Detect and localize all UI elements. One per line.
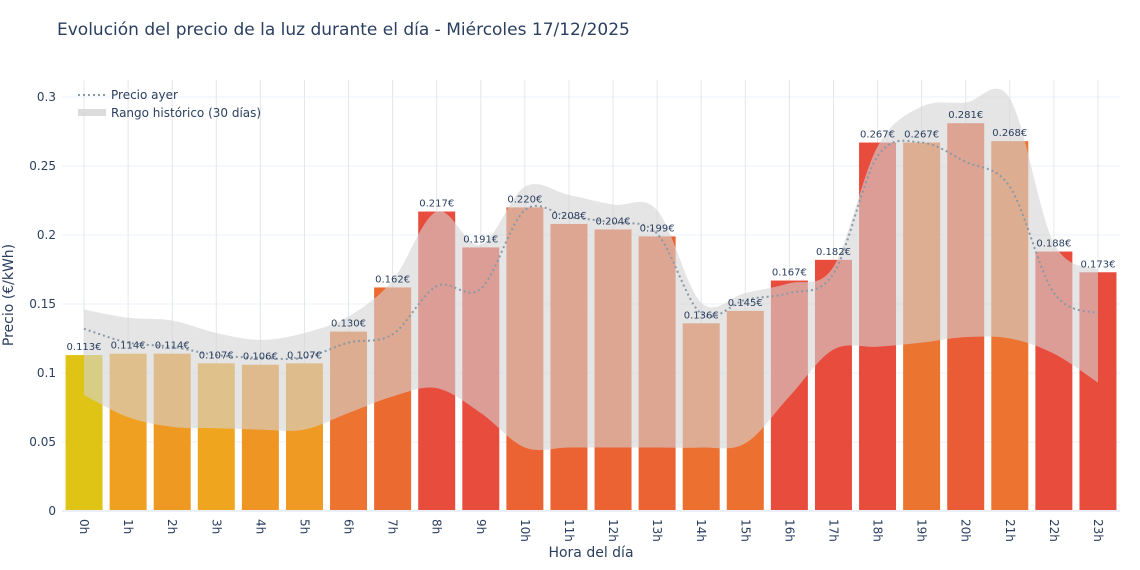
y-tick-label: 0.3 <box>37 90 56 104</box>
x-tick-label: 5h <box>297 519 311 534</box>
y-axis-title: Precio (€/kWh) <box>1 244 17 346</box>
bar-value-label: 0.208€ <box>551 211 586 222</box>
historic-range-area <box>84 88 1098 451</box>
x-tick-label: 14h <box>694 519 708 542</box>
bar-value-label: 0.162€ <box>375 274 410 285</box>
x-tick-label: 13h <box>650 519 664 542</box>
x-tick-label: 3h <box>209 519 223 534</box>
bar-value-label: 0.114€ <box>111 341 146 352</box>
x-tick-label: 2h <box>165 519 179 534</box>
bar-value-label: 0.199€ <box>640 223 675 234</box>
bar-value-label: 0.188€ <box>1036 239 1071 250</box>
bar-value-label: 0.145€ <box>728 298 763 309</box>
x-tick-label: 7h <box>386 519 400 534</box>
bar-value-label: 0.136€ <box>684 310 719 321</box>
bar-value-label: 0.217€ <box>419 199 454 210</box>
bar-value-label: 0.114€ <box>155 341 190 352</box>
historic-range-band <box>84 88 1098 451</box>
bar-value-label: 0.107€ <box>199 350 234 361</box>
x-tick-label: 12h <box>606 519 620 542</box>
bar-value-label: 0.191€ <box>463 234 498 245</box>
bar-value-label: 0.220€ <box>507 194 542 205</box>
x-axis-title: Hora del día <box>548 545 633 561</box>
x-tick-label: 19h <box>915 519 929 542</box>
x-tick-label: 10h <box>518 519 532 542</box>
bar-value-label: 0.204€ <box>596 216 631 227</box>
bar-value-label: 0.107€ <box>287 350 322 361</box>
x-tick-label: 11h <box>562 519 576 542</box>
y-tick-label: 0 <box>48 504 56 518</box>
data-labels: 0.113€ 0.114€ 0.114€ 0.107€ 0.106€ 0.107€ 0.13… <box>67 110 1116 363</box>
y-tick-label: 0.2 <box>37 228 56 242</box>
y-tick-label: 0.05 <box>29 435 56 449</box>
bar-value-label: 0.267€ <box>904 130 939 141</box>
x-tick-label: 15h <box>738 519 752 542</box>
chart-title: Evolución del precio de la luz durante e… <box>57 20 630 40</box>
bar-value-label: 0.268€ <box>992 128 1027 139</box>
bar-value-label: 0.130€ <box>331 319 366 330</box>
bar-value-label: 0.281€ <box>948 110 983 121</box>
x-tick-label: 18h <box>871 519 885 542</box>
x-tick-label: 6h <box>342 519 356 534</box>
x-tick-label: 8h <box>430 519 444 534</box>
legend-label-range: Rango histórico (30 días) <box>111 106 261 120</box>
x-tick-label: 16h <box>782 519 796 542</box>
bar-value-label: 0.182€ <box>816 247 851 258</box>
bar-value-label: 0.167€ <box>772 268 807 279</box>
x-tick-label: 20h <box>959 519 973 542</box>
legend: Precio ayer Rango histórico (30 días) <box>78 88 261 120</box>
y-tick-label: 0.1 <box>37 366 56 380</box>
x-tick-label: 9h <box>474 519 488 534</box>
x-tick-label: 4h <box>253 519 267 534</box>
y-tick-label: 0.25 <box>29 159 56 173</box>
axes: 0 0.05 0.1 0.15 0.2 0.25 0.3 0h 1h 2h 3h 4h 5h 6h 7h 8h… <box>29 90 1120 542</box>
x-tick-label: 17h <box>826 519 840 542</box>
bar-value-label: 0.267€ <box>860 130 895 141</box>
y-tick-label: 0.15 <box>29 297 56 311</box>
x-tick-label: 22h <box>1047 519 1061 542</box>
x-tick-label: 21h <box>1003 519 1017 542</box>
x-tick-label: 0h <box>77 519 91 534</box>
bar-value-label: 0.113€ <box>67 342 102 353</box>
bar-value-label: 0.106€ <box>243 352 278 363</box>
bar-value-label: 0.173€ <box>1080 259 1115 270</box>
x-tick-label: 23h <box>1091 519 1105 542</box>
x-tick-label: 1h <box>121 519 135 534</box>
legend-band-symbol <box>78 109 106 116</box>
legend-label-yesterday: Precio ayer <box>111 88 178 102</box>
